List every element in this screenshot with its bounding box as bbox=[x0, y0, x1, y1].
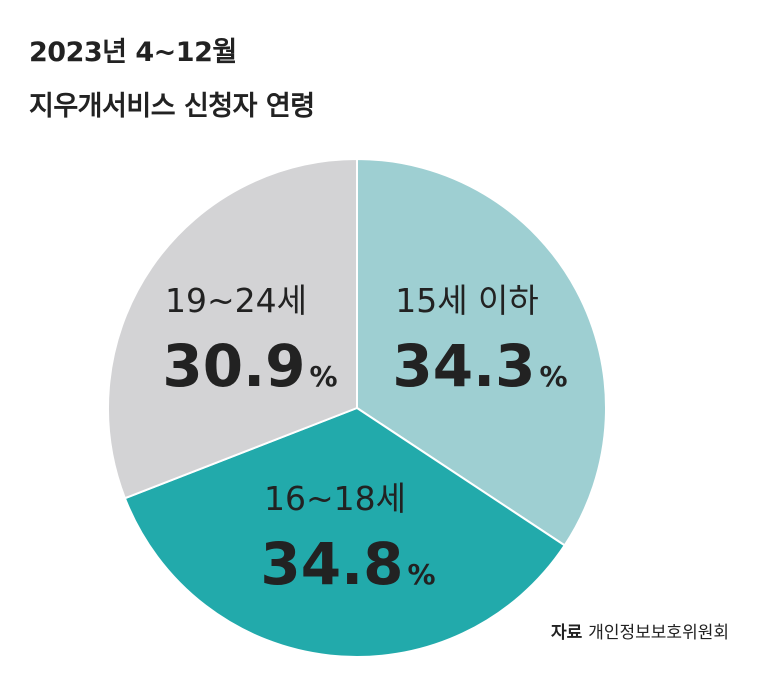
chart-title-line2: 지우개서비스 신청자 연령 bbox=[29, 91, 315, 122]
slice-value: 30.9% bbox=[162, 332, 337, 400]
slice-value: 34.3% bbox=[392, 332, 567, 400]
chart-title-line1: 2023년 4~12월 bbox=[29, 37, 237, 68]
pie-slice bbox=[123, 406, 567, 659]
slice-value: 34.8% bbox=[260, 530, 435, 598]
slice-label: 16~18세 bbox=[264, 479, 406, 518]
source-label: 자료 bbox=[550, 623, 583, 643]
pie-slices bbox=[106, 157, 607, 659]
pie-labels: 15세 이하 34.3 % 16~18세 34.8 % 19~24세 30.9% bbox=[162, 281, 567, 598]
slice-label: 15세 이하 bbox=[395, 281, 539, 320]
slice-label: 19~24세 bbox=[165, 281, 307, 320]
pie-slice bbox=[106, 157, 358, 500]
source-text: 개인정보보호위원회 bbox=[588, 623, 729, 643]
source-note: 자료 개인정보보호위원회 bbox=[551, 618, 729, 643]
